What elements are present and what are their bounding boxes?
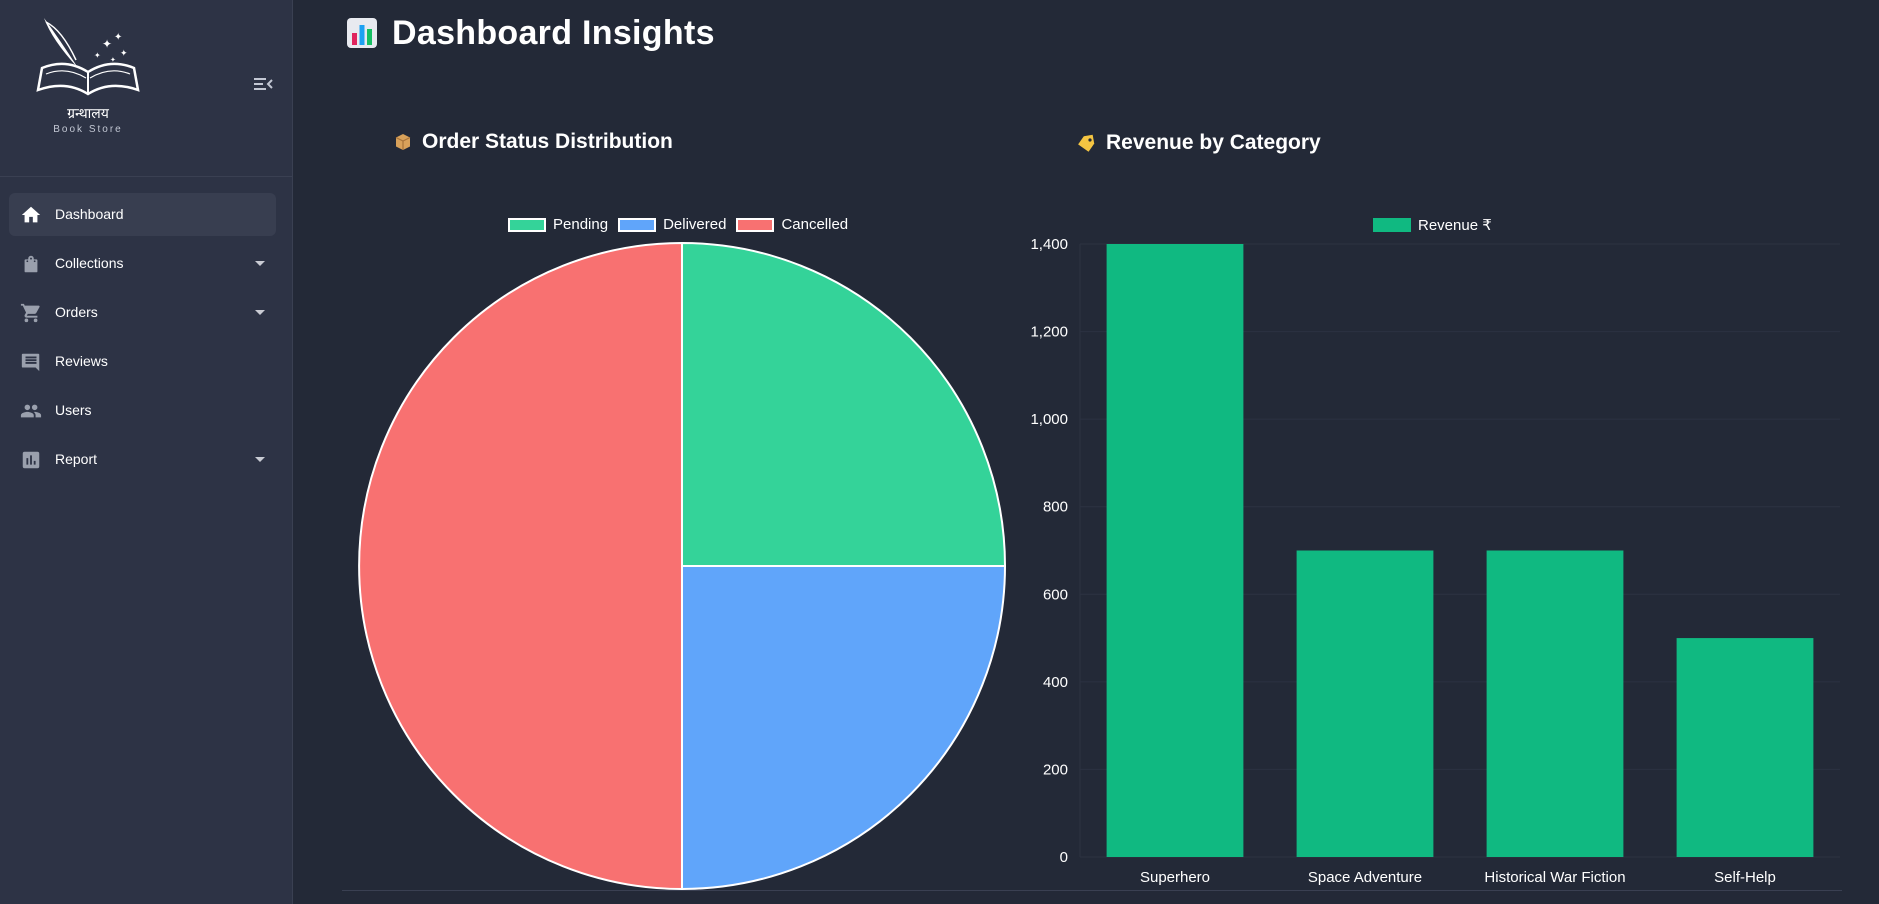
pie-card-title: Order Status Distribution: [394, 130, 673, 154]
bar-chart-icon: [347, 18, 377, 48]
pie-slice-pending[interactable]: [681, 241, 1007, 567]
legend-swatch: [736, 217, 775, 232]
chevron-down-icon[interactable]: [255, 457, 265, 462]
tag-icon: [1078, 134, 1095, 152]
y-tick-label: 800: [1043, 499, 1068, 516]
report-icon: [22, 451, 40, 469]
bar-card-title-text: Revenue by Category: [1106, 131, 1321, 154]
sidebar-item-report[interactable]: Report: [9, 438, 276, 481]
logo-title: ग्रन्थालय: [67, 106, 109, 122]
legend-label: Revenue ₹: [1418, 217, 1492, 234]
pie-slice-cancelled[interactable]: [358, 241, 683, 891]
y-tick-label: 600: [1043, 586, 1068, 603]
legend-swatch: [618, 217, 657, 232]
svg-text:✦: ✦: [102, 37, 112, 51]
home-icon: [21, 206, 41, 223]
chevron-down-icon[interactable]: [255, 310, 265, 315]
sidebar-item-users[interactable]: Users: [9, 389, 276, 432]
svg-text:✦: ✦: [94, 51, 101, 60]
bar-card-title: Revenue by Category: [1076, 131, 1321, 155]
svg-text:✦: ✦: [114, 32, 122, 43]
page-title: Dashboard Insights: [346, 8, 715, 58]
y-tick-label: 200: [1043, 761, 1068, 778]
pie-card-title-text: Order Status Distribution: [422, 130, 673, 153]
users-icon: [20, 404, 42, 418]
logo-subtitle: Book Store: [53, 124, 123, 135]
legend-item-pending[interactable]: Pending: [508, 216, 608, 233]
svg-text:✦: ✦: [110, 56, 116, 64]
sidebar: ✦ ✦ ✦ ✦ ✦ ग्रन्थालय Book Store Dashboard: [0, 0, 293, 904]
x-tick-label: Space Adventure: [1308, 869, 1422, 886]
x-tick-label: Historical War Fiction: [1484, 869, 1625, 886]
y-tick-label: 1,200: [1030, 324, 1068, 341]
y-tick-label: 1,400: [1030, 236, 1068, 253]
legend-item-revenue[interactable]: Revenue ₹: [1373, 216, 1492, 234]
sidebar-item-label: Dashboard: [55, 206, 124, 222]
bag-icon: [24, 255, 38, 273]
book-quill-logo-icon: ✦ ✦ ✦ ✦ ✦: [36, 18, 140, 96]
order-status-pie-chart: [358, 241, 1007, 891]
x-tick-label: Self-Help: [1714, 869, 1776, 886]
legend-item-cancelled[interactable]: Cancelled: [736, 216, 848, 233]
sidebar-item-label: Report: [55, 451, 98, 467]
legend-item-delivered[interactable]: Delivered: [618, 216, 726, 233]
package-icon: [395, 134, 411, 150]
cart-icon: [20, 303, 40, 323]
comment-icon: [21, 353, 40, 372]
y-tick-label: 400: [1043, 674, 1068, 691]
menu-collapse-icon: [254, 78, 273, 90]
pie-slice-delivered[interactable]: [681, 565, 1007, 891]
sidebar-item-dashboard[interactable]: Dashboard: [9, 193, 276, 236]
legend-swatch: [1373, 218, 1411, 232]
logo[interactable]: ✦ ✦ ✦ ✦ ✦ ग्रन्थालय Book Store: [32, 10, 144, 138]
svg-text:✦: ✦: [120, 48, 128, 58]
sidebar-item-reviews[interactable]: Reviews: [9, 340, 276, 383]
sidebar-nav: Dashboard Collections Orders Reviews: [9, 193, 276, 487]
bar-self-help[interactable]: [1676, 638, 1814, 857]
sidebar-item-label: Users: [55, 402, 92, 418]
bar-space-adventure[interactable]: [1296, 550, 1434, 858]
chevron-down-icon[interactable]: [255, 261, 265, 266]
brand-area: ✦ ✦ ✦ ✦ ✦ ग्रन्थालय Book Store: [0, 0, 292, 177]
y-tick-label: 1,000: [1030, 411, 1068, 428]
legend-label: Cancelled: [781, 216, 849, 233]
legend-swatch: [508, 217, 546, 232]
collapse-sidebar-button[interactable]: [252, 74, 274, 94]
sidebar-item-collections[interactable]: Collections: [9, 242, 276, 285]
x-tick-label: Superhero: [1140, 869, 1210, 886]
bar-historical-war-fiction[interactable]: [1486, 550, 1624, 858]
revenue-bar-chart: 0 200 400 600 800 1,000 1,200 1,400 Superhero Spa…: [1030, 236, 1840, 886]
divider: [342, 890, 1842, 891]
legend-label: Pending: [553, 216, 609, 233]
sidebar-item-orders[interactable]: Orders: [9, 291, 276, 334]
sidebar-item-label: Orders: [55, 304, 98, 320]
sidebar-item-label: Collections: [55, 255, 124, 271]
sidebar-item-label: Reviews: [55, 353, 108, 369]
bar-superhero[interactable]: [1106, 244, 1244, 857]
legend-label: Delivered: [663, 216, 727, 233]
y-tick-label: 0: [1060, 849, 1068, 866]
pie-legend: Pending Delivered Cancelled: [508, 216, 858, 233]
bar-legend: Revenue ₹: [1373, 216, 1502, 234]
page-title-text: Dashboard Insights: [392, 13, 715, 52]
